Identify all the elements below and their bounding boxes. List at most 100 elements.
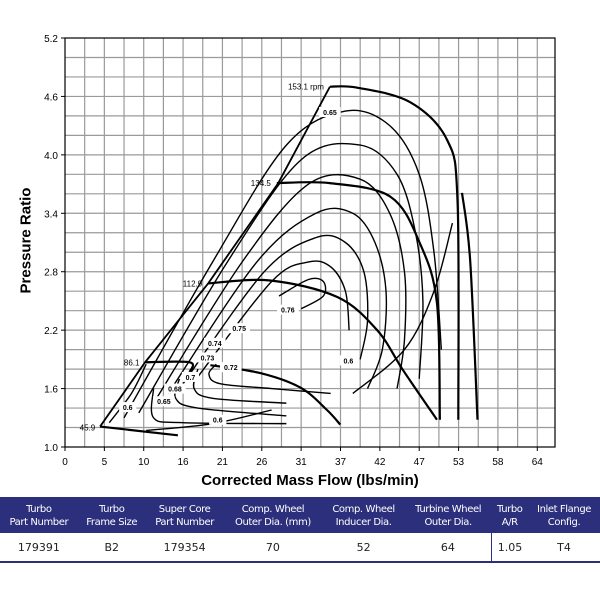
efficiency-label: 0.6	[119, 402, 137, 413]
label-bg	[228, 323, 250, 334]
table-row: 179391 B2 179354 70 52 64 1.05 T4	[0, 533, 600, 563]
speed-line	[208, 278, 438, 421]
efficiency-label-text: 0.65	[323, 110, 337, 117]
speed-label: 134.5	[251, 179, 272, 188]
efficiency-label: 0.73	[196, 352, 219, 363]
header-cell: Super Core Part Number	[145, 499, 224, 533]
efficiency-label: 0.74	[204, 337, 226, 348]
comp-wheel-inducer-dia: 52	[322, 533, 405, 563]
x-tick-label: 21	[217, 457, 229, 468]
efficiency-label-text: 0.73	[201, 355, 215, 362]
turbine-wheel-outer-dia: 64	[404, 533, 492, 563]
efficiency-contour	[278, 277, 327, 310]
efficiency-label-text: 0.75	[232, 326, 246, 333]
efficiency-label-text: 0.74	[208, 341, 222, 348]
speed-label: 153.1 rpm	[288, 83, 324, 92]
speed-line	[145, 360, 195, 373]
y-axis-label: Pressure Ratio	[17, 187, 35, 294]
efficiency-label: 0.6	[209, 414, 227, 425]
label-bg	[181, 371, 200, 382]
efficiency-label-text: 0.7	[186, 375, 196, 382]
efficiency-label-text: 0.6	[213, 418, 223, 425]
efficiency-contour	[197, 260, 350, 378]
efficiency-contour	[167, 207, 388, 394]
efficiency-contour	[108, 363, 147, 424]
x-tick-label: 31	[296, 457, 308, 468]
label-bg	[319, 107, 341, 118]
efficiency-contour	[352, 222, 454, 394]
speed-line	[276, 180, 441, 420]
label-bg	[164, 383, 186, 394]
y-tick-label: 3.4	[44, 209, 58, 220]
label-bg	[277, 304, 299, 315]
label-bg	[153, 396, 175, 407]
x-tick-label: 53	[453, 457, 465, 468]
header-cell: Turbo Part Number	[0, 499, 78, 533]
compressor-map-chart: 0 5 10 16 21 26 31 37 42 47 53 58 64 1.0 1.6 2.2 2.8 3.4 4…	[44, 34, 556, 468]
label-bg	[339, 355, 357, 366]
table-top-rule	[0, 497, 600, 499]
efficiency-label-text: 0.65	[157, 399, 171, 406]
header-cell: Turbo A/R	[491, 499, 529, 533]
inlet-flange-config: T4	[528, 533, 600, 563]
speed-label: 86.1	[124, 358, 140, 367]
efficiency-contour	[123, 109, 443, 419]
label-bg	[204, 337, 226, 348]
speed-label: 45.9	[80, 424, 96, 433]
x-tick-label: 37	[335, 457, 347, 468]
speed-line	[329, 85, 460, 420]
x-tick-label: 26	[256, 457, 268, 468]
efficiency-contour	[152, 173, 407, 404]
speed-line	[460, 192, 479, 420]
x-tick-label: 58	[492, 457, 504, 468]
y-tick-label: 5.2	[44, 34, 58, 45]
efficiency-label: 0.76	[277, 304, 299, 315]
y-tick-label: 2.2	[44, 326, 58, 337]
y-tick-label: 1.0	[44, 443, 58, 454]
efficiency-label-text: 0.6	[344, 358, 354, 365]
label-bg	[219, 362, 242, 373]
comp-wheel-outer-dia: 70	[223, 533, 323, 563]
efficiency-label-text: 0.76	[281, 308, 295, 315]
turbo-spec-table: Turbo Part Number Turbo Frame Size Super C…	[0, 499, 600, 563]
header-cell: Turbo Frame Size	[77, 499, 146, 533]
x-tick-label: 64	[532, 457, 544, 468]
y-tick-label: 4.6	[44, 92, 58, 103]
efficiency-contour	[150, 388, 287, 425]
efficiency-label: 0.68	[164, 383, 186, 394]
x-tick-label: 10	[138, 457, 150, 468]
efficiency-label: 0.65	[153, 396, 175, 407]
speed-label: 112.9	[183, 279, 203, 288]
turbo-ar: 1.05	[490, 533, 529, 563]
y-tick-label: 4.0	[44, 151, 58, 162]
y-tick-label: 2.8	[44, 268, 58, 279]
x-tick-label: 42	[374, 457, 386, 468]
x-tick-label: 5	[102, 457, 108, 468]
efficiency-label: 0.65	[319, 107, 341, 118]
efficiency-label-text: 0.72	[224, 365, 238, 372]
label-bg	[209, 414, 227, 425]
frame-size: B2	[77, 533, 146, 563]
y-tick-label: 1.6	[44, 385, 58, 396]
x-tick-label: 47	[414, 457, 426, 468]
table-header-row: Turbo Part Number Turbo Frame Size Super C…	[0, 499, 600, 533]
plot-frame	[64, 37, 556, 448]
turbo-part-number: 179391	[0, 533, 78, 563]
efficiency-contour	[208, 363, 331, 395]
x-axis-label: Corrected Mass Flow (lbs/min)	[201, 472, 419, 489]
efficiency-label: 0.7	[181, 371, 200, 382]
super-core-part-number: 179354	[145, 533, 224, 563]
x-tick-label: 16	[178, 457, 190, 468]
efficiency-label: 0.72	[219, 362, 242, 373]
header-cell: Comp. Wheel Outer Dia. (mm)	[223, 499, 323, 533]
speed-line	[210, 364, 342, 426]
x-tick-label: 0	[62, 457, 68, 468]
efficiency-contour	[138, 142, 424, 414]
label-bg	[196, 352, 219, 363]
efficiency-label-text: 0.68	[168, 387, 182, 394]
header-cell: Comp. Wheel Inducer Dia.	[322, 499, 405, 533]
efficiency-label: 0.75	[228, 323, 250, 334]
header-cell: Inlet Flange Config.	[528, 499, 600, 533]
speed-line	[99, 425, 179, 437]
label-bg	[119, 402, 137, 413]
